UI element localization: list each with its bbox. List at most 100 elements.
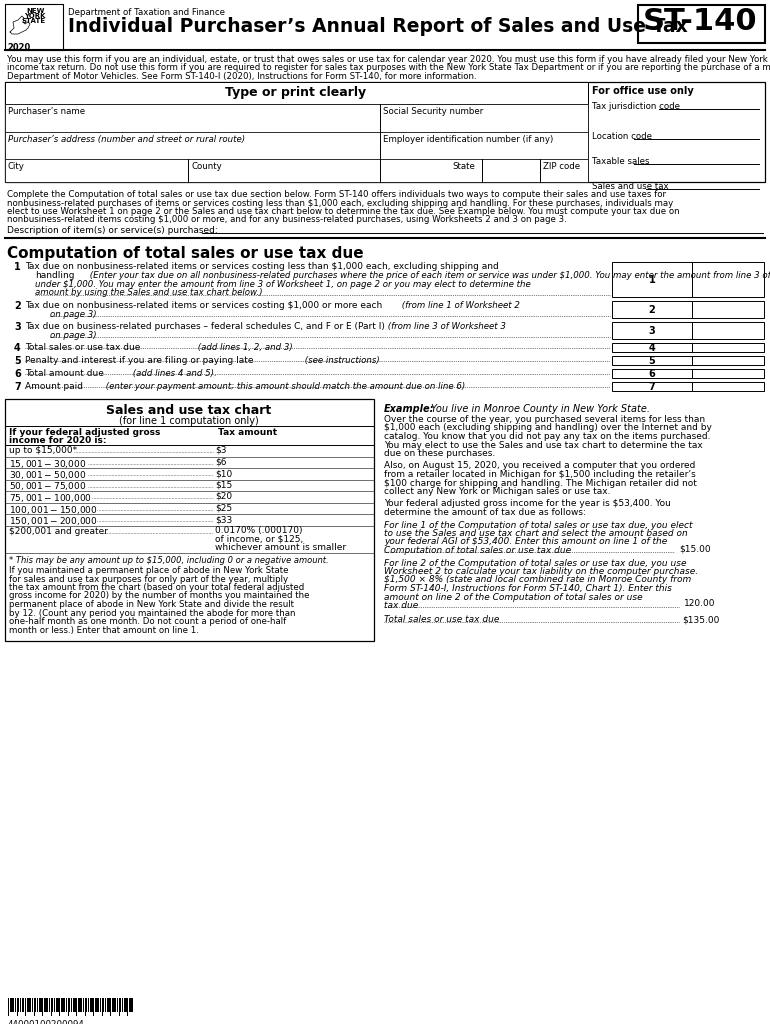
- Text: $100 charge for shipping and handling. The Michigan retailer did not: $100 charge for shipping and handling. T…: [384, 478, 697, 487]
- Bar: [5, 104, 588, 132]
- Bar: [64, 998, 65, 1012]
- Text: Social Security number: Social Security number: [383, 106, 484, 116]
- Bar: [692, 322, 764, 339]
- Text: Tax due on business-related purchases – federal schedules C, and F or E (Part I): Tax due on business-related purchases – …: [25, 322, 385, 331]
- Bar: [86, 998, 88, 1012]
- Text: due on these purchases.: due on these purchases.: [384, 449, 495, 458]
- Text: $33: $33: [215, 515, 233, 524]
- Text: (from line 3 of Worksheet 3: (from line 3 of Worksheet 3: [385, 322, 506, 331]
- Text: Computation of total sales or use tax due: Computation of total sales or use tax du…: [7, 246, 363, 261]
- Text: one-half month as one month. Do not count a period of one-half: one-half month as one month. Do not coun…: [9, 617, 286, 626]
- Text: 5: 5: [648, 356, 655, 366]
- Bar: [44, 998, 45, 1012]
- Bar: [100, 998, 101, 1012]
- Bar: [127, 998, 128, 1016]
- Text: up to $15,000*: up to $15,000*: [9, 446, 77, 455]
- Bar: [52, 998, 53, 1012]
- Text: nonbusiness-related purchases of items or services costing less than $1,000 each: nonbusiness-related purchases of items o…: [7, 199, 673, 208]
- Text: for sales and use tax purposes for only part of the year, multiply: for sales and use tax purposes for only …: [9, 574, 288, 584]
- Text: Penalty and interest if you are filing or paying late: Penalty and interest if you are filing o…: [25, 356, 253, 365]
- Bar: [65, 998, 67, 1012]
- Bar: [78, 998, 79, 1012]
- Bar: [74, 998, 75, 1012]
- Text: handling: handling: [35, 271, 75, 280]
- Bar: [42, 998, 43, 1016]
- Text: ZIP code: ZIP code: [543, 162, 580, 171]
- Bar: [612, 382, 692, 391]
- Text: 6: 6: [14, 369, 21, 379]
- Text: You may use this form if you are an individual, estate, or trust that owes sales: You may use this form if you are an indi…: [7, 55, 770, 63]
- Text: 3: 3: [648, 326, 655, 336]
- Bar: [8, 998, 9, 1016]
- Text: under $1,000. You may enter the amount from line 3 of Worksheet 1, on page 2 or : under $1,000. You may enter the amount f…: [35, 280, 531, 289]
- Bar: [10, 998, 11, 1012]
- Bar: [32, 998, 33, 1012]
- Text: (see instructions): (see instructions): [302, 356, 380, 365]
- Bar: [76, 998, 77, 1016]
- Text: Form ST-140-I, Instructions for Form ST-140, Chart 1). Enter this: Form ST-140-I, Instructions for Form ST-…: [384, 584, 672, 593]
- Bar: [49, 998, 50, 1012]
- Text: on page 3): on page 3): [50, 331, 96, 340]
- Text: $75,001 - $100,000: $75,001 - $100,000: [9, 492, 92, 504]
- Bar: [15, 998, 16, 1012]
- Text: If your federal adjusted gross: If your federal adjusted gross: [9, 428, 160, 437]
- Text: income for 2020 is:: income for 2020 is:: [9, 436, 106, 445]
- Bar: [47, 998, 49, 1012]
- Bar: [612, 322, 692, 339]
- Bar: [18, 998, 19, 1012]
- Text: of income, or $125,: of income, or $125,: [215, 535, 303, 544]
- Text: Complete the Computation of total sales or use tax due section below. Form ST-14: Complete the Computation of total sales …: [7, 190, 666, 199]
- Bar: [68, 998, 69, 1016]
- Bar: [88, 998, 89, 1012]
- Text: income tax return. Do not use this form if you are required to register for sale: income tax return. Do not use this form …: [7, 63, 770, 73]
- Bar: [5, 399, 374, 641]
- Text: (Enter your tax due on all nonbusiness-related purchases where the price of each: (Enter your tax due on all nonbusiness-r…: [87, 271, 770, 280]
- Bar: [89, 998, 91, 1012]
- Text: nonbusiness-related items costing $1,000 or more, and for any business-related p: nonbusiness-related items costing $1,000…: [7, 215, 567, 224]
- Bar: [692, 343, 764, 352]
- Text: determine the amount of tax due as follows:: determine the amount of tax due as follo…: [384, 508, 586, 517]
- Bar: [129, 998, 130, 1012]
- Bar: [113, 998, 115, 1012]
- Text: on page 3): on page 3): [50, 310, 96, 319]
- Bar: [98, 998, 99, 1012]
- Bar: [612, 369, 692, 378]
- Text: $150,001 - $200,000: $150,001 - $200,000: [9, 515, 98, 527]
- Bar: [103, 998, 105, 1012]
- Text: $20: $20: [215, 492, 232, 501]
- Text: * This may be any amount up to $15,000, including 0 or a negative amount.: * This may be any amount up to $15,000, …: [9, 556, 329, 565]
- Text: If you maintained a permanent place of abode in New York State: If you maintained a permanent place of a…: [9, 566, 289, 575]
- Bar: [93, 998, 94, 1016]
- Text: $30,001 - $50,000: $30,001 - $50,000: [9, 469, 86, 481]
- Text: $1,000 each (excluding shipping and handling) over the Internet and by: $1,000 each (excluding shipping and hand…: [384, 424, 712, 432]
- Bar: [30, 998, 32, 1012]
- Text: $6: $6: [215, 458, 226, 467]
- Text: $50,001 - $75,000: $50,001 - $75,000: [9, 480, 86, 493]
- Text: For office use only: For office use only: [592, 86, 694, 96]
- Bar: [45, 998, 47, 1012]
- Bar: [72, 998, 74, 1012]
- Text: gross income for 2020) by the number of months you maintained the: gross income for 2020) by the number of …: [9, 592, 310, 600]
- Text: from a retailer located in Michigan for $1,500 including the retailer’s: from a retailer located in Michigan for …: [384, 470, 696, 479]
- Text: 120.00: 120.00: [684, 599, 715, 608]
- Text: Taxable sales: Taxable sales: [592, 157, 650, 166]
- Text: Purchaser’s name: Purchaser’s name: [8, 106, 85, 116]
- Text: 2: 2: [648, 305, 655, 315]
- Text: Sales and use tax: Sales and use tax: [592, 182, 668, 191]
- Bar: [692, 262, 764, 297]
- Bar: [95, 998, 96, 1012]
- Text: YORK: YORK: [24, 13, 45, 19]
- Bar: [692, 369, 764, 378]
- Text: Department of Taxation and Finance: Department of Taxation and Finance: [68, 8, 225, 17]
- Text: Computation of total sales or use tax due: Computation of total sales or use tax du…: [384, 546, 571, 555]
- Text: 7: 7: [14, 382, 21, 392]
- Text: 1: 1: [648, 275, 655, 285]
- Text: You may elect to use the Sales and use tax chart to determine the tax: You may elect to use the Sales and use t…: [384, 440, 703, 450]
- Text: month or less.) Enter that amount on line 1.: month or less.) Enter that amount on lin…: [9, 626, 199, 635]
- Bar: [692, 382, 764, 391]
- Bar: [115, 998, 116, 1012]
- Bar: [59, 998, 60, 1016]
- Bar: [13, 998, 15, 1012]
- Text: 0.0170% (.000170): 0.0170% (.000170): [215, 526, 303, 536]
- Bar: [23, 998, 25, 1012]
